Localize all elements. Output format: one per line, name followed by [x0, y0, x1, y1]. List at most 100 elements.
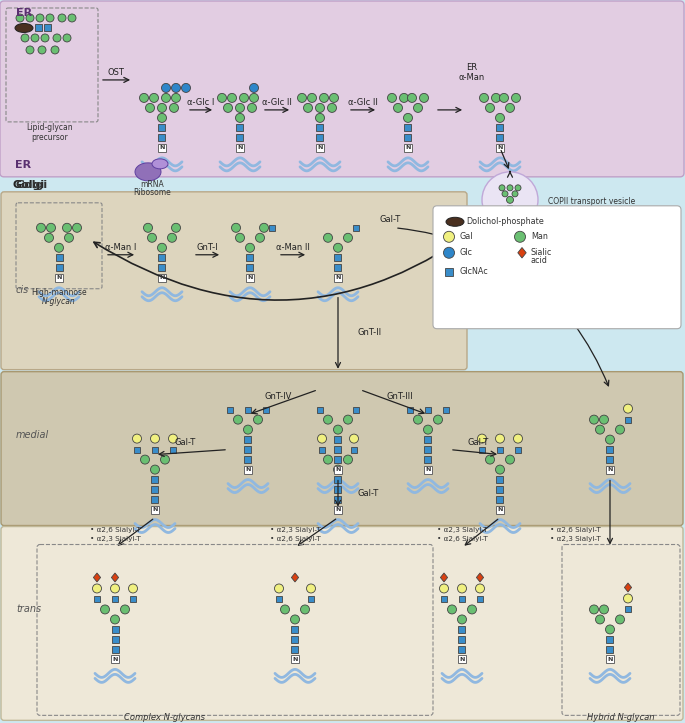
Text: N: N — [336, 507, 340, 512]
Bar — [111, 656, 119, 664]
Bar — [291, 656, 299, 664]
Polygon shape — [625, 583, 632, 592]
Bar — [515, 447, 521, 453]
Circle shape — [227, 93, 236, 103]
Bar — [236, 144, 244, 152]
Text: N: N — [336, 275, 340, 281]
Circle shape — [236, 103, 245, 112]
Bar — [316, 144, 324, 152]
Text: α-Glc II: α-Glc II — [262, 98, 292, 108]
Bar — [458, 646, 466, 653]
Text: cis: cis — [16, 285, 29, 295]
Bar — [55, 254, 62, 261]
Bar — [443, 406, 449, 413]
Circle shape — [26, 14, 34, 22]
Circle shape — [245, 243, 255, 252]
Circle shape — [26, 46, 34, 54]
Circle shape — [323, 415, 332, 424]
Text: N: N — [336, 467, 340, 472]
Bar — [112, 626, 119, 633]
Circle shape — [158, 114, 166, 122]
Text: N: N — [160, 145, 164, 150]
Text: α-Man I: α-Man I — [105, 243, 137, 252]
Circle shape — [323, 455, 332, 464]
Polygon shape — [440, 573, 447, 582]
FancyBboxPatch shape — [1, 526, 683, 720]
Circle shape — [419, 93, 429, 103]
Circle shape — [319, 93, 329, 103]
Bar — [405, 124, 412, 132]
Circle shape — [303, 103, 312, 112]
Text: GnT-III: GnT-III — [387, 392, 413, 401]
Text: Gal-T: Gal-T — [358, 489, 379, 498]
Text: trans: trans — [16, 604, 41, 615]
Bar — [496, 144, 504, 152]
Text: ER: ER — [466, 64, 477, 72]
Text: N: N — [497, 145, 503, 150]
Circle shape — [36, 223, 45, 232]
Circle shape — [63, 34, 71, 42]
Circle shape — [41, 34, 49, 42]
Circle shape — [45, 234, 53, 242]
Circle shape — [590, 605, 599, 614]
Bar — [236, 124, 243, 132]
Circle shape — [467, 605, 477, 614]
Circle shape — [616, 425, 625, 434]
Circle shape — [506, 103, 514, 112]
Circle shape — [143, 223, 153, 232]
Circle shape — [236, 114, 245, 122]
Bar — [334, 496, 342, 503]
Circle shape — [275, 584, 284, 593]
Bar — [334, 446, 342, 453]
Ellipse shape — [15, 23, 33, 33]
Text: Dolichol-phosphate: Dolichol-phosphate — [466, 218, 544, 226]
Bar — [606, 456, 614, 463]
Text: • α2,3 Sialyl-T
• α2,6 Sialyl-T: • α2,3 Sialyl-T • α2,6 Sialyl-T — [436, 527, 487, 542]
Circle shape — [486, 103, 495, 112]
Text: OST: OST — [108, 69, 125, 77]
Bar — [112, 596, 118, 602]
Text: Golgi: Golgi — [15, 180, 47, 190]
Circle shape — [440, 584, 449, 593]
Circle shape — [38, 46, 46, 54]
Circle shape — [46, 14, 54, 22]
Circle shape — [53, 34, 61, 42]
Bar — [334, 274, 342, 282]
Circle shape — [334, 243, 342, 252]
Circle shape — [316, 103, 325, 112]
Circle shape — [236, 234, 245, 242]
Circle shape — [182, 83, 190, 93]
Bar — [245, 456, 251, 463]
Bar — [34, 25, 42, 32]
Circle shape — [129, 584, 138, 593]
Text: Gal-T: Gal-T — [467, 438, 488, 447]
Text: Glc: Glc — [460, 248, 473, 257]
Text: Gal: Gal — [460, 232, 473, 241]
Text: N: N — [425, 467, 431, 472]
Circle shape — [318, 434, 327, 443]
FancyBboxPatch shape — [1, 372, 683, 526]
Text: α-Glc II: α-Glc II — [348, 98, 378, 108]
Bar — [55, 265, 62, 271]
FancyBboxPatch shape — [0, 1, 684, 177]
Bar — [497, 476, 503, 483]
Bar — [55, 274, 63, 282]
Bar — [245, 446, 251, 453]
Bar — [606, 446, 614, 453]
Bar — [134, 447, 140, 453]
Ellipse shape — [152, 159, 168, 169]
Text: GnT-II: GnT-II — [358, 328, 382, 337]
Circle shape — [388, 93, 397, 103]
Circle shape — [218, 93, 227, 103]
Ellipse shape — [446, 218, 464, 226]
Bar — [158, 265, 166, 271]
Text: N: N — [245, 467, 251, 472]
Circle shape — [506, 455, 514, 464]
Circle shape — [479, 93, 488, 103]
Bar — [424, 466, 432, 474]
Text: N: N — [608, 657, 612, 662]
Bar — [247, 254, 253, 261]
Circle shape — [329, 93, 338, 103]
Circle shape — [121, 605, 129, 614]
Bar — [441, 596, 447, 602]
